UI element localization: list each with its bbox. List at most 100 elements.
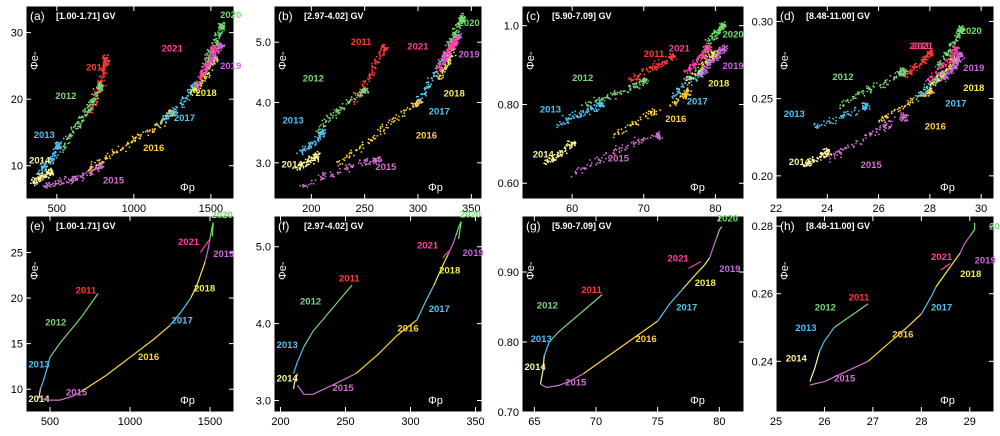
data-point <box>99 167 102 170</box>
data-point <box>620 93 623 95</box>
data-point <box>685 90 688 92</box>
data-point <box>710 35 713 38</box>
x-tick-label: 22 <box>770 203 782 215</box>
data-point <box>455 41 457 44</box>
data-point <box>68 141 71 144</box>
data-point <box>90 171 93 174</box>
data-point <box>862 139 865 142</box>
data-point <box>130 141 133 144</box>
data-point <box>409 108 412 110</box>
data-point <box>942 66 945 69</box>
year-label: 2018 <box>963 83 984 94</box>
data-point <box>865 134 868 137</box>
data-point <box>945 60 947 62</box>
data-point <box>86 170 89 173</box>
data-point <box>671 95 674 98</box>
data-point <box>71 175 74 178</box>
data-point <box>435 74 438 77</box>
data-point <box>848 101 850 104</box>
series-2015: 2015 <box>42 161 125 189</box>
data-point <box>631 123 634 126</box>
data-point <box>455 31 457 34</box>
data-point <box>58 180 61 183</box>
data-point <box>371 73 374 76</box>
data-point <box>950 61 953 64</box>
data-point <box>180 101 182 104</box>
data-point <box>51 152 54 155</box>
data-point <box>602 105 605 108</box>
data-point <box>869 91 872 94</box>
data-point <box>655 113 658 116</box>
data-point <box>379 49 382 52</box>
data-point <box>639 116 642 119</box>
data-point <box>719 22 721 25</box>
data-point <box>458 33 460 36</box>
data-point <box>900 116 903 119</box>
data-point <box>55 182 58 185</box>
data-point <box>633 136 636 139</box>
data-point <box>931 75 934 78</box>
data-point <box>543 162 546 165</box>
data-point <box>946 61 949 64</box>
data-point <box>947 54 950 56</box>
data-point <box>45 161 48 164</box>
data-point <box>878 128 881 131</box>
data-point <box>894 116 896 119</box>
data-point <box>133 137 136 139</box>
data-point <box>102 165 105 168</box>
data-point <box>410 102 413 105</box>
data-point <box>332 114 335 117</box>
data-point <box>640 139 643 141</box>
data-point <box>77 120 79 123</box>
data-point <box>595 104 598 107</box>
data-point <box>71 181 74 184</box>
data-point <box>904 71 906 73</box>
data-point <box>927 79 930 82</box>
data-point <box>596 156 598 159</box>
data-point <box>37 173 40 176</box>
data-point <box>699 56 701 59</box>
data-point <box>621 132 624 135</box>
data-point <box>699 71 702 74</box>
data-point <box>570 175 573 178</box>
data-point <box>901 74 903 77</box>
data-point <box>701 70 704 73</box>
data-point <box>567 122 570 124</box>
data-point <box>49 183 51 186</box>
data-point <box>89 167 92 170</box>
data-point <box>309 141 312 144</box>
data-point <box>332 174 334 176</box>
data-point <box>369 163 371 166</box>
data-point <box>819 159 822 161</box>
data-point <box>187 88 190 91</box>
data-point <box>453 40 456 43</box>
data-point <box>916 95 919 98</box>
data-point <box>37 176 40 179</box>
data-point <box>43 169 46 172</box>
data-point <box>455 44 458 47</box>
data-point <box>131 135 134 138</box>
data-point <box>714 53 717 55</box>
data-point <box>91 103 94 106</box>
data-point <box>361 94 364 97</box>
data-point <box>701 76 704 78</box>
data-point <box>49 163 52 165</box>
data-point <box>884 126 887 129</box>
data-point <box>684 82 686 85</box>
data-point <box>403 112 406 114</box>
data-point <box>951 69 954 71</box>
data-point <box>156 124 159 127</box>
data-point <box>77 125 79 128</box>
data-point <box>637 139 639 142</box>
data-point <box>355 149 357 152</box>
data-point <box>190 89 193 91</box>
data-point <box>211 42 214 44</box>
data-point <box>105 155 107 157</box>
data-point <box>834 151 837 154</box>
data-point <box>193 89 196 92</box>
data-point <box>373 72 376 75</box>
data-point <box>350 164 352 167</box>
data-point <box>106 57 109 59</box>
data-point <box>934 84 937 87</box>
data-point <box>437 62 440 65</box>
